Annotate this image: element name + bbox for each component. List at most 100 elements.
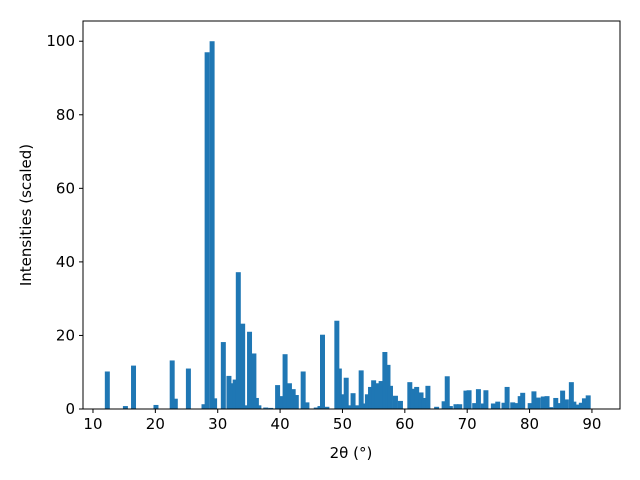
bar bbox=[483, 390, 489, 409]
bar bbox=[350, 393, 356, 409]
bar bbox=[578, 402, 584, 409]
x-tick-label: 10 bbox=[83, 415, 102, 433]
bar bbox=[535, 397, 541, 409]
bar bbox=[463, 390, 469, 409]
bar bbox=[300, 371, 306, 409]
y-tick-label: 0 bbox=[65, 400, 75, 418]
bar bbox=[425, 385, 431, 409]
bar bbox=[268, 407, 274, 409]
bar bbox=[444, 376, 450, 409]
bar bbox=[320, 334, 325, 409]
bar bbox=[392, 395, 398, 409]
x-tick-label: 70 bbox=[458, 415, 477, 433]
bar bbox=[324, 406, 330, 409]
bar bbox=[585, 395, 591, 409]
y-axis-label: Intensities (scaled) bbox=[17, 144, 35, 286]
bar bbox=[544, 396, 550, 409]
bar bbox=[334, 320, 340, 409]
bar bbox=[495, 401, 501, 409]
bar bbox=[209, 41, 215, 410]
bar bbox=[368, 386, 374, 409]
bar bbox=[354, 405, 360, 409]
bar bbox=[275, 385, 281, 409]
bar bbox=[510, 402, 516, 409]
bar bbox=[418, 392, 424, 409]
bar bbox=[232, 379, 238, 409]
bar bbox=[185, 368, 191, 409]
bar bbox=[378, 381, 384, 409]
y-tick-label: 80 bbox=[56, 106, 75, 124]
bar bbox=[434, 406, 440, 409]
bar bbox=[560, 390, 566, 409]
y-tick-label: 20 bbox=[56, 326, 75, 344]
bar bbox=[410, 388, 416, 409]
bar bbox=[278, 396, 284, 409]
bar bbox=[453, 404, 459, 409]
bar bbox=[480, 403, 486, 409]
bar bbox=[286, 383, 292, 409]
bar bbox=[540, 396, 546, 409]
bar bbox=[293, 395, 299, 409]
bar bbox=[341, 394, 347, 409]
x-tick-label: 30 bbox=[208, 415, 227, 433]
bar bbox=[361, 403, 367, 409]
bar bbox=[263, 407, 269, 409]
bar bbox=[447, 406, 453, 409]
plot-frame bbox=[82, 20, 621, 410]
x-tick-label: 60 bbox=[395, 415, 414, 433]
bar bbox=[364, 394, 370, 409]
bar bbox=[466, 390, 472, 409]
bar bbox=[490, 403, 496, 409]
bar bbox=[568, 382, 574, 409]
bar bbox=[240, 323, 246, 409]
bar bbox=[504, 386, 510, 409]
bar bbox=[501, 402, 507, 409]
bar bbox=[472, 403, 478, 409]
bar bbox=[387, 385, 393, 409]
bar bbox=[531, 391, 537, 409]
bar bbox=[229, 383, 235, 409]
bar bbox=[414, 386, 420, 409]
bar bbox=[256, 405, 262, 409]
bar bbox=[475, 389, 481, 409]
x-tick-label: 50 bbox=[333, 415, 352, 433]
bar bbox=[358, 370, 364, 409]
bar bbox=[304, 402, 310, 409]
bar bbox=[253, 397, 259, 409]
bar bbox=[201, 404, 207, 409]
bar bbox=[122, 406, 128, 409]
bar bbox=[457, 404, 463, 409]
bar bbox=[397, 400, 403, 409]
bar bbox=[243, 405, 249, 409]
bar bbox=[282, 354, 288, 409]
bar bbox=[374, 383, 380, 409]
x-tick-label: 90 bbox=[582, 415, 601, 433]
bar bbox=[226, 375, 232, 409]
x-tick-label: 80 bbox=[520, 415, 539, 433]
bar bbox=[104, 371, 110, 409]
y-tick-label: 60 bbox=[56, 179, 75, 197]
bar bbox=[153, 404, 159, 409]
bar bbox=[407, 382, 413, 409]
y-tick-label: 100 bbox=[46, 32, 75, 50]
bar bbox=[520, 392, 526, 409]
bar bbox=[131, 365, 137, 409]
bar bbox=[290, 389, 296, 409]
bar bbox=[251, 353, 257, 409]
bar bbox=[343, 377, 349, 409]
bar bbox=[557, 403, 562, 409]
bar bbox=[548, 407, 554, 409]
bar bbox=[235, 272, 241, 409]
bar bbox=[172, 398, 178, 409]
bar bbox=[513, 403, 519, 409]
bar bbox=[571, 401, 577, 409]
bar bbox=[575, 404, 581, 409]
y-tick-label: 40 bbox=[56, 253, 75, 271]
bar bbox=[371, 380, 377, 409]
bar bbox=[247, 331, 253, 409]
bar bbox=[581, 398, 587, 409]
bar bbox=[553, 397, 559, 409]
x-tick-label: 40 bbox=[271, 415, 290, 433]
bar bbox=[421, 397, 427, 409]
bar bbox=[313, 407, 319, 409]
